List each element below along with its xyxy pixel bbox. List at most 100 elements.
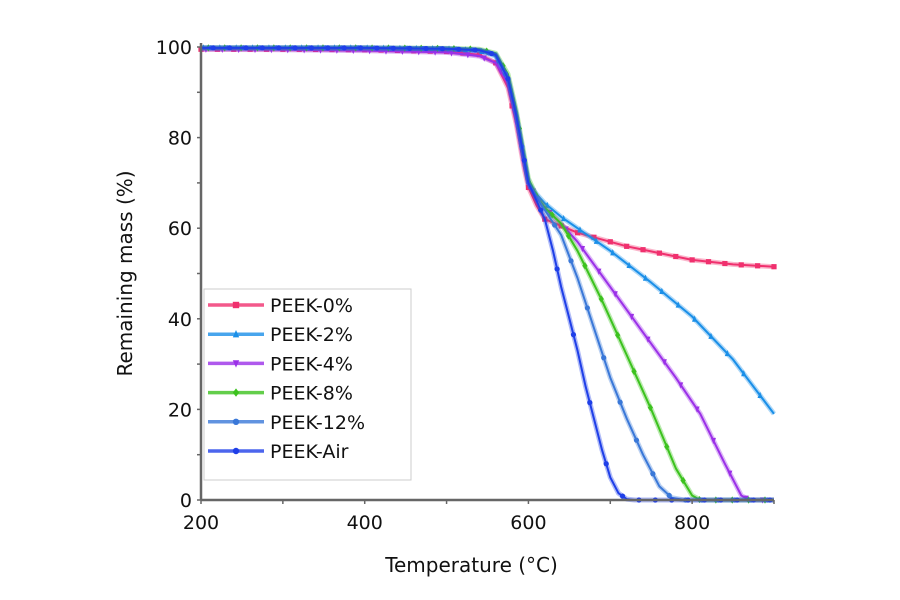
data-point (678, 382, 684, 389)
x-axis-title: Temperature (°C) (384, 553, 558, 577)
data-point (603, 461, 609, 467)
data-point (666, 492, 672, 499)
data-point (642, 274, 649, 281)
data-point (554, 266, 560, 272)
data-point (710, 437, 717, 445)
data-point (570, 332, 577, 338)
data-point (656, 250, 662, 256)
data-point (722, 260, 728, 267)
data-point (738, 262, 744, 268)
data-point (432, 49, 438, 56)
legend: PEEK-0% PEEK-2% PEEK-4% PEEK-8% PEEK-12% PEEK… (203, 288, 412, 481)
data-point (456, 46, 462, 52)
y-tick-label: 60 (168, 218, 192, 240)
data-point (558, 223, 564, 229)
data-point (650, 471, 656, 477)
data-point (694, 406, 700, 413)
data-point (460, 50, 466, 56)
y-ticks: 0 20 40 60 80 100 (156, 37, 201, 512)
data-point (724, 349, 730, 357)
y-tick-label: 0 (180, 490, 192, 512)
data-point (591, 234, 597, 240)
x-tick-label: 800 (674, 512, 710, 534)
x-tick-label: 200 (183, 512, 219, 534)
data-point (399, 48, 405, 56)
legend-label: PEEK-4% (270, 353, 353, 375)
legend-label: PEEK-0% (270, 295, 353, 317)
data-point (582, 262, 588, 270)
data-point (577, 226, 583, 233)
data-point (308, 45, 315, 51)
data-point (675, 301, 681, 308)
data-point (757, 391, 763, 399)
data-point (631, 367, 637, 375)
data-point (476, 52, 482, 58)
series-peek-0- (198, 46, 777, 270)
legend-label: PEEK-2% (270, 324, 353, 346)
legend-item: PEEK-Air (208, 441, 349, 463)
y-tick-label: 40 (168, 309, 192, 331)
data-point (691, 315, 698, 322)
y-tick-label: 20 (168, 399, 192, 421)
data-point (232, 447, 240, 455)
legend-box (203, 288, 412, 481)
x-tick-label: 400 (347, 512, 383, 534)
data-point (505, 76, 511, 82)
data-point (232, 330, 240, 338)
data-point (596, 268, 602, 275)
data-point (383, 48, 389, 55)
data-point (705, 259, 712, 265)
data-point (325, 45, 331, 51)
data-point (579, 245, 586, 253)
data-point (521, 157, 527, 163)
data-point (488, 50, 495, 57)
data-point (416, 49, 422, 56)
data-point (544, 201, 550, 208)
data-point (341, 45, 347, 51)
data-point (628, 313, 635, 321)
data-point (661, 359, 667, 366)
legend-item: PEEK-4% (208, 353, 353, 375)
data-point (472, 47, 478, 53)
data-point (633, 437, 640, 443)
data-point (568, 258, 574, 264)
data-point (755, 263, 761, 269)
data-point (358, 45, 364, 51)
data-point (727, 470, 733, 477)
data-point (664, 443, 670, 451)
data-point (210, 45, 216, 51)
data-point (615, 331, 621, 339)
data-point (659, 287, 665, 294)
data-point (708, 332, 714, 339)
y-tick-label: 100 (156, 37, 192, 59)
legend-label: PEEK-Air (270, 441, 349, 463)
data-point (619, 493, 626, 499)
data-point (689, 257, 695, 263)
data-point (612, 291, 618, 298)
data-point (227, 45, 233, 51)
data-point (552, 222, 558, 228)
data-point (743, 495, 749, 502)
data-point (439, 46, 446, 52)
legend-item: PEEK-8% (208, 383, 353, 405)
data-point (680, 476, 686, 485)
x-tick-label: 600 (510, 512, 546, 534)
data-point (584, 305, 590, 311)
data-point (509, 103, 515, 109)
data-point (243, 45, 249, 51)
data-point (232, 301, 240, 309)
data-point (645, 336, 651, 343)
data-point (525, 184, 532, 191)
data-point (465, 52, 471, 59)
data-point (574, 230, 581, 236)
data-point (407, 45, 413, 52)
data-point (484, 47, 490, 55)
data-point (741, 370, 747, 377)
data-point (561, 214, 567, 222)
legend-label: PEEK-8% (270, 383, 353, 405)
axes: 200 400 600 800 0 20 40 60 80 100 (156, 37, 775, 534)
series-line (201, 48, 775, 268)
data-point (549, 211, 555, 219)
data-point (292, 45, 298, 51)
